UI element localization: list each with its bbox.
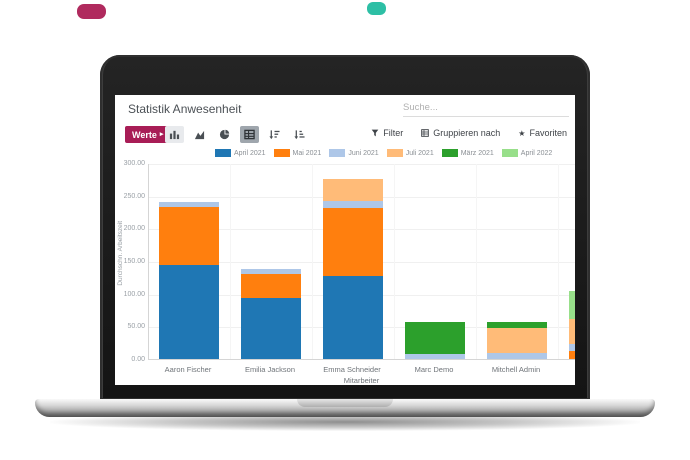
bar-segment[interactable] (569, 344, 575, 352)
legend-item[interactable]: April 2022 (501, 149, 553, 157)
bar-segment[interactable] (405, 321, 465, 354)
bar-segment[interactable] (569, 351, 575, 359)
gridline (149, 164, 575, 165)
y-tick-label: 0.00 (131, 356, 145, 363)
star-icon: ★ (518, 128, 526, 138)
bar-segment[interactable] (405, 353, 465, 359)
legend-swatch (441, 149, 458, 157)
filter-button[interactable]: Filter (371, 128, 403, 138)
bar-segment[interactable] (487, 353, 547, 359)
legend-swatch (329, 149, 346, 157)
pie-chart-view-button[interactable] (215, 126, 234, 143)
y-tick-label: 100.00 (123, 290, 145, 298)
pie-chart-icon (219, 129, 230, 140)
bar-segment[interactable] (323, 179, 383, 201)
legend-item[interactable]: Juli 2021 (386, 149, 434, 157)
bar-segment[interactable] (487, 328, 547, 354)
bar-segment[interactable] (241, 274, 301, 299)
y-tick-label: 150.00 (123, 258, 145, 265)
chart: Durchschn. Arbeitszeit 0.00 50.00 100.00 15… (115, 160, 575, 385)
y-tick-label: 50.00 (127, 323, 145, 331)
bar-segment[interactable] (487, 322, 547, 329)
bar-segment[interactable] (241, 298, 301, 359)
bar-segment[interactable] (323, 200, 383, 209)
x-tick-label: Marc Demo (414, 365, 454, 374)
bar-segment[interactable] (241, 268, 301, 275)
stacked-table-view-button[interactable] (240, 126, 259, 143)
sort-descending-button[interactable] (265, 126, 284, 143)
app-screen: Statistik Anwesenheit Werte ▸ (115, 95, 575, 385)
group-by-button[interactable]: Gruppieren nach (421, 128, 500, 138)
measures-button-label: Werte (132, 129, 157, 140)
legend-label: Juni 2021 (348, 149, 379, 157)
legend-label: Juli 2021 (405, 149, 434, 157)
bar-chart-icon (169, 130, 180, 140)
plot-area (148, 164, 575, 360)
legend-item[interactable]: April 2021 (215, 149, 266, 157)
legend-item[interactable]: Mai 2021 (273, 149, 322, 157)
x-tick-label: Aaron Fischer (164, 365, 212, 374)
decor-pill-magenta (77, 4, 106, 19)
view-switcher (165, 126, 309, 143)
bar-segment[interactable] (569, 319, 575, 344)
line-chart-view-button[interactable] (190, 126, 209, 143)
laptop-shadow (50, 413, 640, 431)
gridline-vertical (312, 164, 313, 359)
bar-segment[interactable] (323, 208, 383, 277)
measures-button[interactable]: Werte ▸ (125, 126, 171, 143)
grid-icon (421, 129, 430, 137)
gridline-vertical (394, 164, 395, 359)
y-tick-label: 250.00 (123, 192, 145, 200)
legend-label: April 2021 (234, 149, 266, 157)
legend-swatch (215, 149, 231, 157)
gridline-vertical (230, 164, 231, 359)
area-chart-icon (194, 130, 205, 140)
legend-label: April 2022 (520, 149, 553, 157)
bar-segment[interactable] (159, 202, 219, 208)
search-input[interactable] (403, 99, 569, 117)
legend-swatch (386, 149, 403, 157)
group-by-label: Gruppieren nach (433, 128, 501, 138)
sort-ascending-button[interactable] (290, 126, 309, 143)
y-tick-label: 300.00 (123, 160, 145, 167)
bar-chart-view-button[interactable] (165, 126, 184, 143)
x-axis-title: Mitarbeiter (343, 376, 380, 385)
x-tick-label: Emma Schneider (323, 365, 381, 374)
x-tick-label: Emilia Jackson (244, 365, 296, 374)
favorites-label: Favoriten (529, 128, 567, 138)
laptop-base (35, 399, 655, 417)
gridline-vertical (558, 164, 559, 359)
filter-label: Filter (383, 128, 404, 138)
funnel-icon (371, 129, 379, 137)
bar-segment[interactable] (323, 276, 383, 359)
legend-item[interactable]: März 2021 (441, 149, 494, 157)
legend-swatch (501, 149, 518, 157)
search-options: Filter Gruppieren nach ★ Favoriten (371, 128, 567, 138)
decor-pill-teal (367, 2, 386, 15)
caret-icon: ▸ (159, 131, 164, 138)
favorites-button[interactable]: ★ Favoriten (518, 128, 567, 138)
bar-segment[interactable] (569, 291, 575, 320)
legend-label: Mai 2021 (292, 149, 322, 157)
chart-legend: April 2021 Mai 2021 Juni 2021 Juli 2021 März… (215, 147, 573, 159)
legend-swatch (273, 149, 290, 157)
laptop-hinge-notch (297, 399, 393, 407)
page-title: Statistik Anwesenheit (128, 102, 242, 116)
legend-item[interactable]: Juni 2021 (329, 149, 379, 157)
legend-label: März 2021 (460, 149, 494, 157)
gridline-vertical (476, 164, 477, 359)
sort-descending-icon (269, 130, 280, 140)
bar-segment[interactable] (159, 264, 219, 359)
sort-ascending-icon (294, 130, 305, 140)
bar-segment[interactable] (159, 207, 219, 265)
table-icon (244, 129, 255, 140)
y-tick-label: 200.00 (123, 225, 145, 233)
x-tick-label: Mitchell Admin (491, 365, 541, 374)
